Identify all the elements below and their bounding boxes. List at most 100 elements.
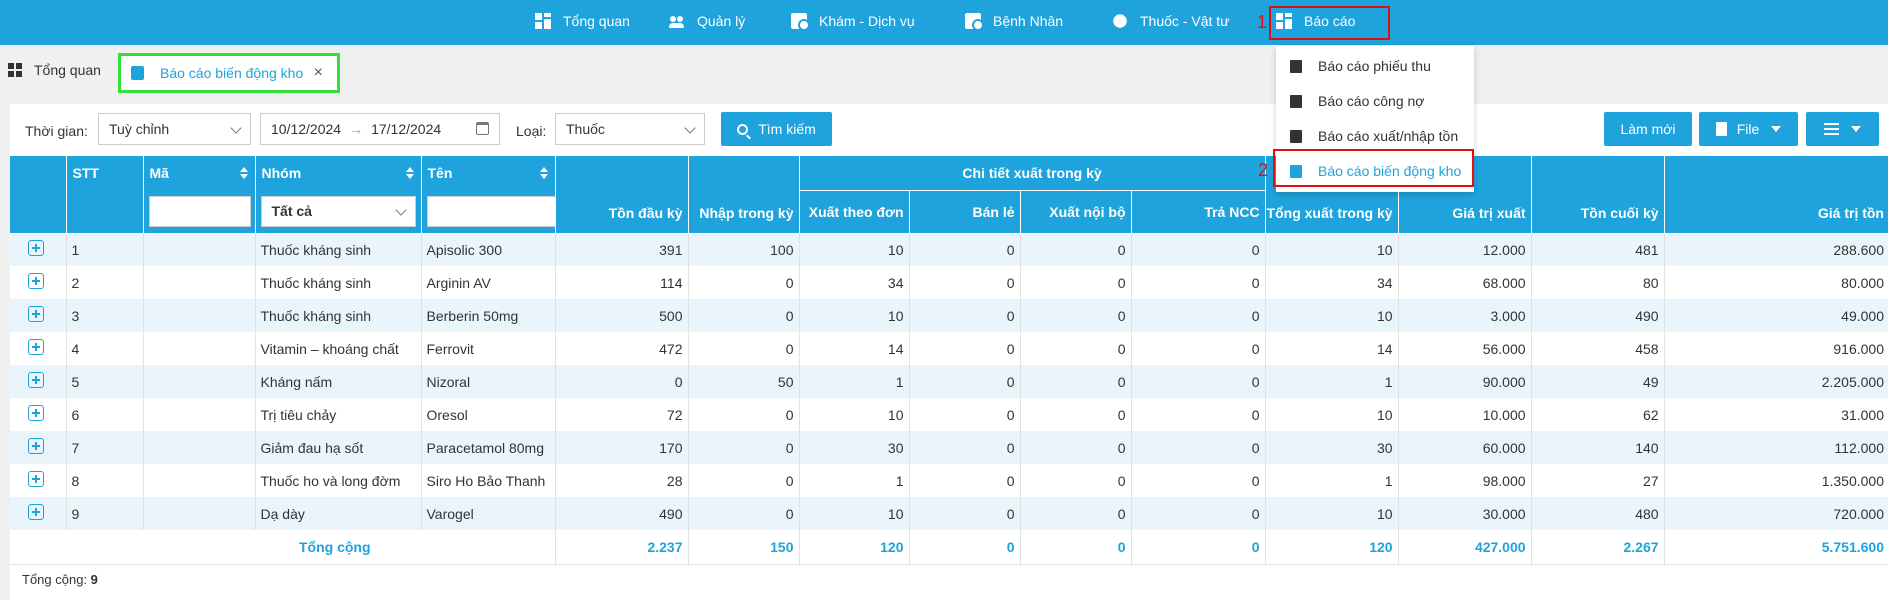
expand-cell[interactable] bbox=[10, 497, 67, 530]
close-icon[interactable]: × bbox=[313, 64, 323, 81]
cell-closing-stock: 80 bbox=[1531, 266, 1665, 299]
search-button[interactable]: Tìm kiếm bbox=[721, 112, 832, 146]
cell-stock-value: 916.000 bbox=[1664, 332, 1888, 365]
cell-return-supplier: 0 bbox=[1131, 464, 1266, 497]
menu-item-import-export-report[interactable]: Báo cáo xuất/nhập tồn bbox=[1276, 121, 1474, 151]
cell-export-value: 90.000 bbox=[1398, 365, 1532, 398]
total-export-value: 427.000 bbox=[1398, 530, 1532, 565]
menu-item-inventory-change-report[interactable]: Báo cáo biến động kho bbox=[1276, 156, 1474, 186]
list-icon bbox=[1824, 123, 1839, 135]
table-row[interactable]: 5 Kháng nấm Nizoral 0 50 1 0 0 0 1 90.000 49 2.205.0… bbox=[10, 365, 1888, 398]
expand-cell[interactable] bbox=[10, 464, 67, 497]
cell-export-prescription: 10 bbox=[799, 398, 910, 431]
cell-imported: 0 bbox=[688, 398, 800, 431]
col-code[interactable]: Mã bbox=[143, 156, 256, 234]
calendar-icon bbox=[476, 122, 489, 135]
sort-icon[interactable] bbox=[405, 167, 414, 179]
table-row[interactable]: 4 Vitamin – khoáng chất Ferrovit 472 0 14 0 0 0 1… bbox=[10, 332, 1888, 365]
cell-export-prescription: 1 bbox=[799, 365, 910, 398]
tab-overview[interactable]: Tổng quan bbox=[8, 62, 101, 78]
cell-return-supplier: 0 bbox=[1131, 233, 1266, 266]
col-group[interactable]: Nhóm Tất cả bbox=[255, 156, 422, 234]
cell-group: Giảm đau hạ sốt bbox=[255, 431, 422, 464]
expand-plus-icon[interactable] bbox=[28, 306, 44, 322]
table-row[interactable]: 7 Giảm đau hạ sốt Paracetamol 80mg 170 0 30 0 0… bbox=[10, 431, 1888, 464]
file-button[interactable]: File bbox=[1699, 112, 1798, 146]
cell-internal-export: 0 bbox=[1020, 431, 1132, 464]
sort-icon[interactable] bbox=[239, 167, 248, 179]
nav-item-patients[interactable]: Bệnh Nhân bbox=[965, 0, 1063, 42]
expand-plus-icon[interactable] bbox=[28, 240, 44, 257]
col-closing-stock: Tồn cuối kỳ bbox=[1531, 156, 1665, 234]
cell-closing-stock: 458 bbox=[1531, 332, 1665, 365]
expand-cell[interactable] bbox=[10, 398, 67, 431]
cell-total-export: 10 bbox=[1265, 233, 1399, 266]
table-row[interactable]: 2 Thuốc kháng sinh Arginin AV 114 0 34 0 0 0 34 68… bbox=[10, 266, 1888, 299]
menu-item-debt-report[interactable]: Báo cáo công nợ bbox=[1276, 86, 1474, 116]
cell-closing-stock: 481 bbox=[1531, 233, 1665, 266]
table-row[interactable]: 6 Trị tiêu chảy Oresol 72 0 10 0 0 0 10 10.000 62 31… bbox=[10, 398, 1888, 431]
expand-plus-icon[interactable] bbox=[28, 438, 44, 454]
nav-item-manage[interactable]: Quản lý bbox=[669, 0, 745, 42]
col-name[interactable]: Tên bbox=[421, 156, 639, 234]
cell-group: Vitamin – khoáng chất bbox=[255, 332, 422, 365]
nav-item-medicine-supplies[interactable]: Thuốc - Vật tư bbox=[1112, 0, 1230, 42]
expand-cell[interactable] bbox=[10, 431, 67, 464]
date-range-input[interactable]: 10/12/2024 → 17/12/2024 bbox=[260, 113, 500, 145]
expand-plus-icon[interactable] bbox=[28, 273, 44, 289]
table-row[interactable]: 1 Thuốc kháng sinh Apisolic 300 391 100 10 0 0 0… bbox=[10, 233, 1888, 266]
cell-group: Thuốc kháng sinh bbox=[255, 266, 422, 299]
cell-code bbox=[143, 431, 256, 464]
expand-plus-icon[interactable] bbox=[28, 504, 44, 520]
annotation-marker-1: 1 bbox=[1257, 12, 1268, 32]
nav-item-exam-service[interactable]: Khám - Dịch vụ bbox=[791, 0, 915, 42]
nav-item-reports[interactable]: Báo cáo bbox=[1276, 0, 1355, 42]
code-filter-input[interactable] bbox=[148, 195, 251, 227]
cell-internal-export: 0 bbox=[1020, 233, 1132, 266]
cell-stt: 4 bbox=[66, 332, 144, 365]
nav-item-overview[interactable]: Tổng quan bbox=[535, 0, 630, 42]
cell-name: Varogel bbox=[421, 497, 556, 530]
menu-item-receipt-report[interactable]: Báo cáo phiếu thu bbox=[1276, 51, 1474, 81]
expand-cell[interactable] bbox=[10, 266, 67, 299]
col-group-label: Nhóm bbox=[261, 165, 302, 181]
table-row[interactable]: 8 Thuốc ho và long đờm Siro Ho Bảo Thanh 28… bbox=[10, 464, 1888, 497]
table-row[interactable]: 9 Dạ dày Varogel 490 0 10 0 0 0 10 30.000 480 720.00… bbox=[10, 497, 1888, 530]
time-select[interactable]: Tuỳ chỉnh bbox=[98, 113, 251, 145]
cell-total-export: 10 bbox=[1265, 398, 1399, 431]
search-icon bbox=[737, 123, 749, 135]
total-internal-export: 0 bbox=[1020, 530, 1132, 565]
expand-plus-icon[interactable] bbox=[28, 405, 44, 421]
tab-label: Tổng quan bbox=[34, 62, 101, 78]
cell-export-prescription: 14 bbox=[799, 332, 910, 365]
report-dropdown: Báo cáo phiếu thu Báo cáo công nợ Báo cá… bbox=[1276, 46, 1474, 192]
total-total-export: 120 bbox=[1265, 530, 1399, 565]
annotation-box-inventory-report bbox=[1273, 149, 1474, 187]
date-arrow: → bbox=[349, 121, 364, 137]
report-icon bbox=[1290, 164, 1302, 178]
columns-button[interactable] bbox=[1806, 112, 1879, 146]
expand-plus-icon[interactable] bbox=[28, 471, 44, 487]
tab-inventory-report[interactable]: Báo cáo biến động kho × bbox=[118, 53, 340, 93]
expand-plus-icon[interactable] bbox=[28, 372, 44, 388]
expand-cell[interactable] bbox=[10, 299, 67, 332]
expand-cell[interactable] bbox=[10, 332, 67, 365]
expand-cell[interactable] bbox=[10, 365, 67, 398]
refresh-button[interactable]: Làm mới bbox=[1604, 112, 1692, 146]
col-imported: Nhập trong kỳ bbox=[688, 156, 800, 234]
report-icon bbox=[1290, 59, 1302, 73]
cell-imported: 50 bbox=[688, 365, 800, 398]
cell-code bbox=[143, 365, 256, 398]
cell-total-export: 1 bbox=[1265, 464, 1399, 497]
total-return-supplier: 0 bbox=[1131, 530, 1266, 565]
expand-cell[interactable] bbox=[10, 233, 67, 266]
table-row[interactable]: 3 Thuốc kháng sinh Berberin 50mg 500 0 10 0 0 0 1… bbox=[10, 299, 1888, 332]
menu-item-label: Báo cáo biến động kho bbox=[1318, 163, 1462, 179]
col-stt: STT bbox=[66, 156, 144, 234]
cell-group: Thuốc kháng sinh bbox=[255, 299, 422, 332]
expand-plus-icon[interactable] bbox=[28, 339, 44, 355]
sort-icon[interactable] bbox=[539, 167, 548, 179]
report-icon bbox=[131, 66, 144, 80]
type-select[interactable]: Thuốc bbox=[555, 113, 705, 145]
group-filter-select[interactable]: Tất cả bbox=[260, 195, 416, 227]
